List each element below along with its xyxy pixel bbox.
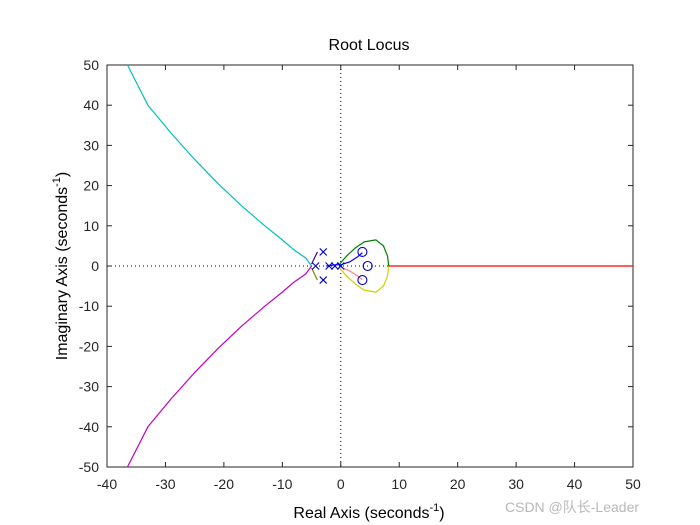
pole-marker xyxy=(336,262,345,270)
x-tick-labels: -40 -30 -20 -10 0 10 20 30 40 50 xyxy=(97,476,641,492)
chart-title: Root Locus xyxy=(329,37,410,54)
x-tick-label: 10 xyxy=(391,476,407,492)
x-tick-label: -40 xyxy=(97,476,117,492)
locus-branch xyxy=(126,265,313,468)
x-tick-label: 0 xyxy=(337,476,345,492)
x-tick-label: 50 xyxy=(625,476,641,492)
zero-marker xyxy=(362,260,373,272)
y-tick-label: 40 xyxy=(83,97,99,113)
y-tick-label: -20 xyxy=(79,338,99,354)
locus-branch xyxy=(311,251,318,265)
x-tick-label: 30 xyxy=(508,476,524,492)
zero-marker xyxy=(357,246,368,257)
locus-branches xyxy=(126,64,633,468)
locus-branch xyxy=(338,239,390,267)
x-tick-label: 20 xyxy=(450,476,466,492)
y-tick-label: -50 xyxy=(79,459,99,475)
x-tick-label: -20 xyxy=(214,476,234,492)
y-tick-label: -10 xyxy=(79,298,99,314)
x-axis-label: Real Axis (seconds-1) xyxy=(293,502,444,522)
locus-branch xyxy=(311,267,318,281)
y-tick-label: 50 xyxy=(83,57,99,73)
y-tick-label: 10 xyxy=(83,218,99,234)
pole-marker xyxy=(331,262,339,270)
pole-zero-markers xyxy=(311,246,373,286)
x-tick-label: 40 xyxy=(567,476,583,492)
y-tick-label: 30 xyxy=(83,137,99,153)
zero-marker xyxy=(357,275,368,286)
y-tick-label: 0 xyxy=(91,258,99,274)
y-tick-label: 20 xyxy=(83,178,99,194)
y-tick-labels: -50 -40 -30 -20 -10 0 10 20 30 40 50 xyxy=(79,57,99,475)
x-tick-label: -30 xyxy=(155,476,175,492)
pole-marker xyxy=(311,262,320,270)
y-tick-label: -40 xyxy=(79,419,99,435)
plot-area xyxy=(106,64,634,468)
locus-branch xyxy=(126,64,313,267)
x-tick-label: -10 xyxy=(272,476,292,492)
y-axis-label: Imaginary Axis (seconds-1) xyxy=(51,172,71,361)
watermark: CSDN @队长-Leader xyxy=(505,499,640,515)
pole-marker xyxy=(319,276,328,284)
pole-marker xyxy=(325,262,333,270)
pole-marker xyxy=(319,248,328,256)
locus-branch xyxy=(338,265,390,293)
y-tick-label: -30 xyxy=(79,379,99,395)
locus-branch xyxy=(340,266,363,281)
